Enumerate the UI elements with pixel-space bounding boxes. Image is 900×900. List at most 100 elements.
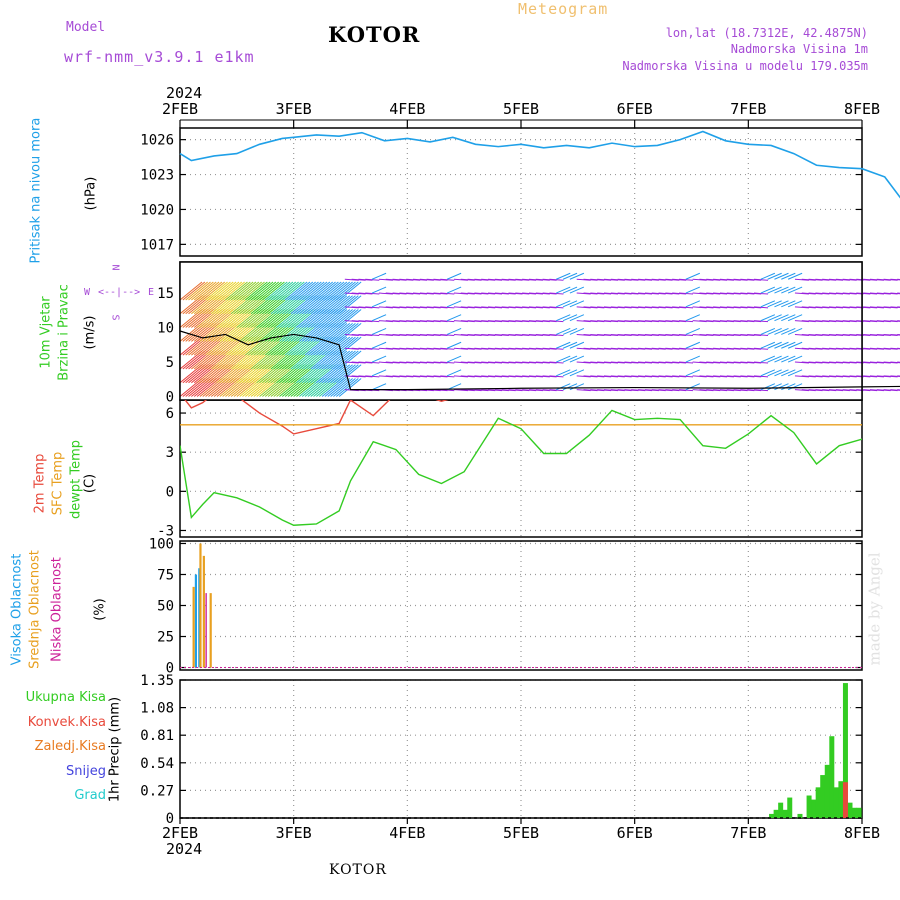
wind-barb [225, 281, 248, 301]
wind-barb [279, 281, 302, 301]
wind-barb [365, 375, 380, 378]
wind-barb [245, 281, 268, 301]
wind-speed-line [179, 330, 900, 391]
precip-total-bar [847, 802, 853, 818]
wind-bg [180, 262, 862, 400]
wind-barb [760, 272, 776, 280]
wind-barb [338, 350, 362, 370]
wind-barb [324, 378, 348, 397]
year-label-bottom: 2024 [166, 840, 202, 858]
wind-barb [685, 327, 701, 335]
wind-barb [273, 281, 297, 301]
wind-barb [338, 295, 362, 315]
wind-barb [371, 383, 387, 391]
wind-barb [556, 341, 571, 349]
wind-barb [767, 383, 782, 391]
wind-barb [318, 281, 342, 301]
model-altitude-label: Nadmorska Visina u modelu 179.035m [622, 59, 868, 73]
wind-barb [678, 333, 694, 336]
y-tick-label: 10 [157, 321, 174, 337]
wind-barb [253, 281, 277, 301]
model-label: Model [66, 20, 106, 35]
wind-barb [774, 327, 789, 335]
time-tick-label-top: 2FEB [162, 100, 198, 118]
wind-barb [787, 272, 803, 280]
wind-barbs-strong [179, 281, 362, 397]
wind-barb [227, 281, 251, 301]
y-tick-label: 1020 [140, 202, 174, 218]
wind-barb [338, 364, 362, 384]
y-tick-label: 0 [166, 484, 174, 500]
wind-barb [222, 281, 245, 301]
wind-barb [781, 314, 796, 322]
wind-barb [569, 286, 585, 294]
wind-barb [549, 306, 564, 309]
wind-barb [330, 281, 353, 301]
time-tick-label-top: 7FEB [730, 100, 766, 118]
wind-barb [549, 278, 564, 281]
wind-barb [446, 369, 462, 377]
wind-barb [446, 355, 462, 363]
precip-total-bar [773, 809, 779, 818]
wind-barb [774, 300, 789, 308]
wind-barb [767, 369, 782, 377]
wind-barb [569, 314, 585, 322]
panel-frame [179, 127, 863, 257]
wind-barb [333, 378, 356, 397]
wind-barb [239, 281, 262, 301]
y-tick-label: 0.27 [140, 783, 174, 799]
time-tick-label-top: 4FEB [389, 100, 425, 118]
wind-barb [781, 355, 796, 363]
wind-barb [371, 300, 387, 308]
wind-barb [753, 278, 769, 281]
precip-total-bar [838, 781, 844, 818]
wind-barb [327, 364, 351, 384]
legend-freezing-rain: Zaledj.Kisa [34, 739, 106, 754]
wind-barb [685, 341, 701, 349]
wind-barb [236, 281, 260, 301]
wind-barb [440, 375, 455, 378]
wind-barb [256, 281, 280, 301]
wind-barb [446, 314, 462, 322]
wind-barb [365, 292, 380, 295]
wind-barb [685, 286, 701, 294]
wind-barb [549, 292, 564, 295]
precip-total-bar [806, 795, 812, 818]
wind-barb [774, 272, 789, 280]
wind-barb [333, 295, 356, 315]
wind-barb [191, 281, 214, 301]
wind-barb [781, 286, 796, 294]
wind-barb [371, 369, 387, 377]
y-tick-label: 0.54 [140, 756, 174, 772]
y-tick-label: 1017 [140, 237, 174, 253]
wind-barb [335, 336, 359, 356]
wind-barb [324, 281, 348, 301]
panel-frame [179, 540, 863, 671]
wind-barb [781, 383, 796, 391]
wind-barb [371, 341, 387, 349]
y-tick-label: 50 [157, 599, 174, 615]
wind-barb [338, 322, 362, 342]
wind-barb [210, 281, 234, 301]
y-tick-label: 0.81 [140, 728, 174, 744]
wind-barb [185, 281, 208, 301]
wind-barb [562, 300, 578, 308]
wind-barb [760, 355, 776, 363]
y-tick-label: -3 [157, 523, 174, 539]
wind-barb [569, 272, 585, 280]
precip-total-bar [782, 809, 788, 818]
wind-barb [270, 281, 294, 301]
wind-barb [556, 300, 571, 308]
wind-barb [264, 281, 288, 301]
wind-barb [304, 281, 328, 301]
y-tick-label: 0 [166, 390, 174, 406]
wind-barb [562, 314, 578, 322]
precip-total-bar [820, 775, 826, 818]
wind-barb [569, 341, 585, 349]
wind-barb [446, 272, 462, 280]
wind-barb [787, 327, 803, 335]
wind-barb [330, 295, 353, 315]
wind-barb [753, 292, 769, 295]
wind-barb [446, 300, 462, 308]
